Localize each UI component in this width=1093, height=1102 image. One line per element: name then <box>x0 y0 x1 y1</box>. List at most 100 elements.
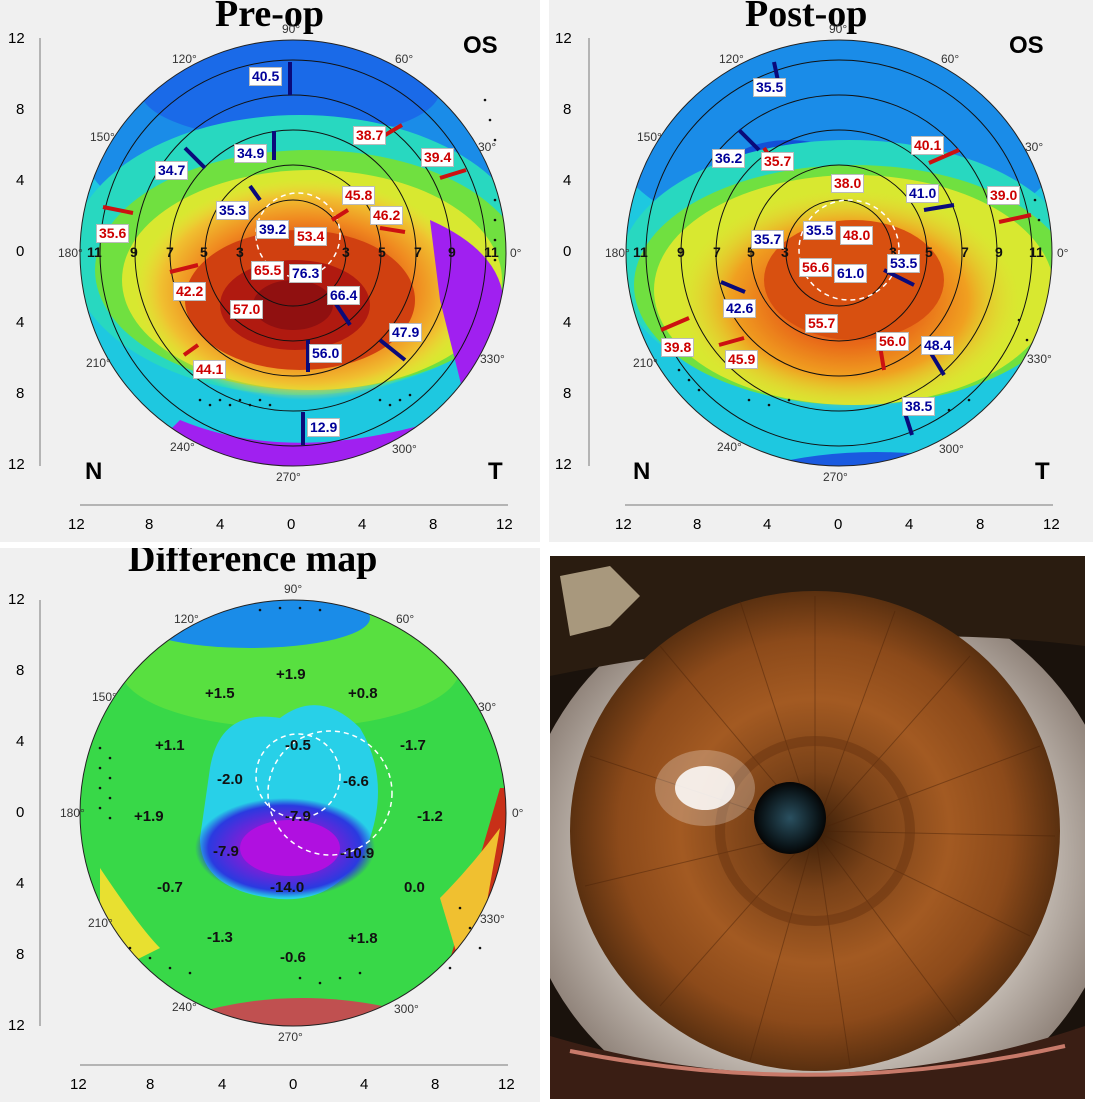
power-value-blue: 40.5 <box>249 67 283 86</box>
power-value-red: 39.4 <box>421 148 455 167</box>
y-tick: 12 <box>555 456 572 473</box>
postop-title: Post-op <box>745 0 868 35</box>
y-tick: 0 <box>16 243 25 260</box>
power-value-blue: 76.3 <box>289 264 323 283</box>
x-tick: 8 <box>693 516 702 533</box>
y-tick: 4 <box>16 875 25 892</box>
angle-label: 150° <box>92 690 117 704</box>
ring-label: 3 <box>889 244 897 260</box>
power-value-blue: 41.0 <box>906 184 940 203</box>
power-value-blue: 47.9 <box>389 323 423 342</box>
angle-label: 60° <box>396 612 415 626</box>
angle-label: 30° <box>478 140 497 154</box>
x-tick: 12 <box>68 516 85 533</box>
angle-label: 210° <box>86 356 111 370</box>
power-value-blue: 61.0 <box>834 264 868 283</box>
diff-value: -6.6 <box>343 773 369 790</box>
ring-label: 9 <box>677 244 685 260</box>
diff-value: +1.5 <box>205 685 235 702</box>
angle-label: 60° <box>941 52 960 66</box>
angle-label: 330° <box>1027 352 1052 366</box>
postop-panel: Post-op OS N T 12 8 4 0 4 8 12 12 8 4 0 … <box>549 0 1093 542</box>
diff-value: -7.9 <box>285 808 311 825</box>
x-tick: 0 <box>834 516 843 533</box>
difference-title: Difference map <box>128 548 378 580</box>
y-tick: 12 <box>8 456 25 473</box>
power-value-red: 45.9 <box>725 350 759 369</box>
diff-value: -0.7 <box>157 879 183 896</box>
power-value-red: 38.7 <box>353 126 387 145</box>
angle-label: 0° <box>510 246 522 260</box>
angle-label: 330° <box>480 352 505 366</box>
preop-title: Pre-op <box>215 0 325 35</box>
power-value-red: 44.1 <box>193 360 227 379</box>
angle-label: 300° <box>394 1002 419 1016</box>
diff-value: +1.9 <box>134 808 164 825</box>
angle-label: 30° <box>478 700 497 714</box>
angle-label: 270° <box>276 470 301 484</box>
x-tick: 4 <box>905 516 914 533</box>
postop-temporal-label: T <box>1035 458 1050 485</box>
angle-label: 30° <box>1025 140 1044 154</box>
angle-label: 210° <box>88 916 113 930</box>
power-value-red: 53.4 <box>294 227 328 246</box>
power-value-blue: 38.5 <box>902 397 936 416</box>
x-tick: 4 <box>216 516 225 533</box>
y-tick: 8 <box>16 946 25 963</box>
power-value-red: 46.2 <box>370 206 404 225</box>
ring-label: 3 <box>781 244 789 260</box>
y-tick: 4 <box>16 733 25 750</box>
angle-label: 150° <box>90 130 115 144</box>
x-tick: 4 <box>360 1076 369 1093</box>
angle-label: 150° <box>637 130 662 144</box>
ring-label: 11 <box>1029 244 1044 260</box>
y-tick: 8 <box>563 101 572 118</box>
angle-label: 270° <box>823 470 848 484</box>
diff-value: +1.1 <box>155 737 185 754</box>
diff-value: -10.9 <box>340 845 375 862</box>
x-tick: 8 <box>431 1076 440 1093</box>
y-tick: 8 <box>16 101 25 118</box>
power-value-blue: 53.5 <box>887 254 921 273</box>
y-tick: 4 <box>563 314 572 331</box>
angle-label: 210° <box>633 356 658 370</box>
angle-label: 180° <box>605 246 630 260</box>
eye-image <box>550 556 1085 1099</box>
power-value-red: 39.0 <box>987 186 1021 205</box>
difference-panel: Difference map 12 8 4 0 4 8 12 12 8 4 0 … <box>0 548 540 1102</box>
angle-label: 90° <box>829 22 848 36</box>
power-value-red: 55.7 <box>805 314 839 333</box>
ring-label: 3 <box>236 244 244 260</box>
power-value-blue: 42.6 <box>723 299 757 318</box>
y-tick: 12 <box>8 1017 25 1034</box>
y-tick: 8 <box>16 385 25 402</box>
x-tick: 4 <box>763 516 772 533</box>
power-value-blue: 36.2 <box>712 149 746 168</box>
angle-label: 120° <box>172 52 197 66</box>
diff-value: -0.5 <box>285 737 311 754</box>
angle-label: 240° <box>717 440 742 454</box>
x-tick: 0 <box>287 516 296 533</box>
y-tick: 0 <box>563 243 572 260</box>
power-value-red: 35.7 <box>761 152 795 171</box>
power-value-red: 56.0 <box>876 332 910 351</box>
x-tick: 12 <box>615 516 632 533</box>
power-value-blue: 48.4 <box>921 336 955 355</box>
power-value-blue: 39.2 <box>256 220 290 239</box>
power-value-blue: 35.3 <box>216 201 250 220</box>
power-value-blue: 34.9 <box>234 144 268 163</box>
angle-label: 270° <box>278 1030 303 1044</box>
diff-value: -1.3 <box>207 929 233 946</box>
angle-label: 180° <box>58 246 83 260</box>
power-value-blue: 35.7 <box>751 230 785 249</box>
power-value-red: 40.1 <box>911 136 945 155</box>
slit-lamp-eye-photo <box>550 556 1085 1099</box>
diff-value: -2.0 <box>217 771 243 788</box>
ring-label: 3 <box>342 244 350 260</box>
preop-panel: Pre-op OS N T 12 8 4 0 4 8 12 12 8 4 0 4… <box>0 0 540 542</box>
power-value-blue: 35.5 <box>803 221 837 240</box>
angle-label: 180° <box>60 806 85 820</box>
diff-value: 0.0 <box>404 879 425 896</box>
ring-label: 7 <box>713 244 721 260</box>
x-tick: 8 <box>429 516 438 533</box>
